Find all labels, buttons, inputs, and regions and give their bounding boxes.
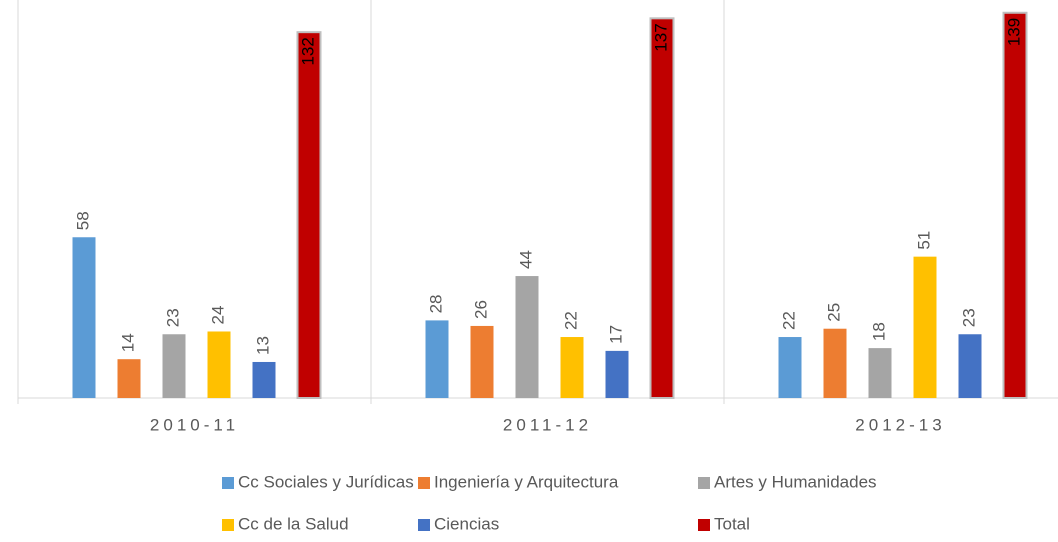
legend-label: Artes y Humanidades: [714, 472, 877, 491]
bar: [470, 325, 494, 398]
data-label: 22: [779, 311, 798, 330]
bar: [425, 320, 449, 398]
x-tick-label: 2010-11: [150, 415, 239, 434]
legend-label: Total: [714, 514, 750, 533]
bar: [560, 337, 584, 398]
data-label: 25: [824, 303, 843, 322]
legend-swatch: [222, 477, 234, 489]
data-label: 58: [73, 211, 92, 230]
legend-swatch: [418, 477, 430, 489]
data-label: 51: [914, 231, 933, 250]
legend-label: Ciencias: [434, 514, 499, 533]
bar: [162, 334, 186, 398]
data-label: 28: [426, 294, 445, 313]
bar: [778, 337, 802, 398]
data-label: 26: [471, 300, 490, 319]
bar: [117, 359, 141, 398]
legend-label: Cc de la Salud: [238, 514, 349, 533]
data-label: 132: [298, 37, 317, 65]
legend-swatch: [418, 519, 430, 531]
data-label: 137: [651, 23, 670, 51]
bar: [296, 31, 322, 400]
data-label: 139: [1004, 18, 1023, 46]
data-label: 17: [606, 325, 625, 344]
bar: [823, 328, 847, 398]
legend-swatch: [698, 477, 710, 489]
data-label: 18: [869, 322, 888, 341]
bar: [1002, 11, 1028, 400]
bar: [252, 361, 276, 398]
data-label: 24: [208, 306, 227, 325]
legend-label: Ingeniería y Arquitectura: [434, 472, 619, 491]
data-label: 22: [561, 311, 580, 330]
bar: [72, 237, 96, 398]
bar: [515, 276, 539, 398]
data-label: 13: [253, 336, 272, 355]
bar: [649, 17, 675, 399]
legend-label: Cc Sociales y Jurídicas: [238, 472, 414, 491]
data-label: 44: [516, 250, 535, 269]
bar: [868, 348, 892, 398]
x-tick-label: 2012-13: [855, 415, 945, 434]
legend-swatch: [222, 519, 234, 531]
bar: [207, 331, 231, 398]
data-label: 14: [118, 333, 137, 352]
data-label: 23: [163, 308, 182, 327]
bar: [958, 334, 982, 398]
data-label: 23: [959, 308, 978, 327]
bar: [913, 256, 937, 398]
legend-swatch: [698, 519, 710, 531]
x-tick-label: 2011-12: [503, 415, 592, 434]
bar: [605, 350, 629, 398]
